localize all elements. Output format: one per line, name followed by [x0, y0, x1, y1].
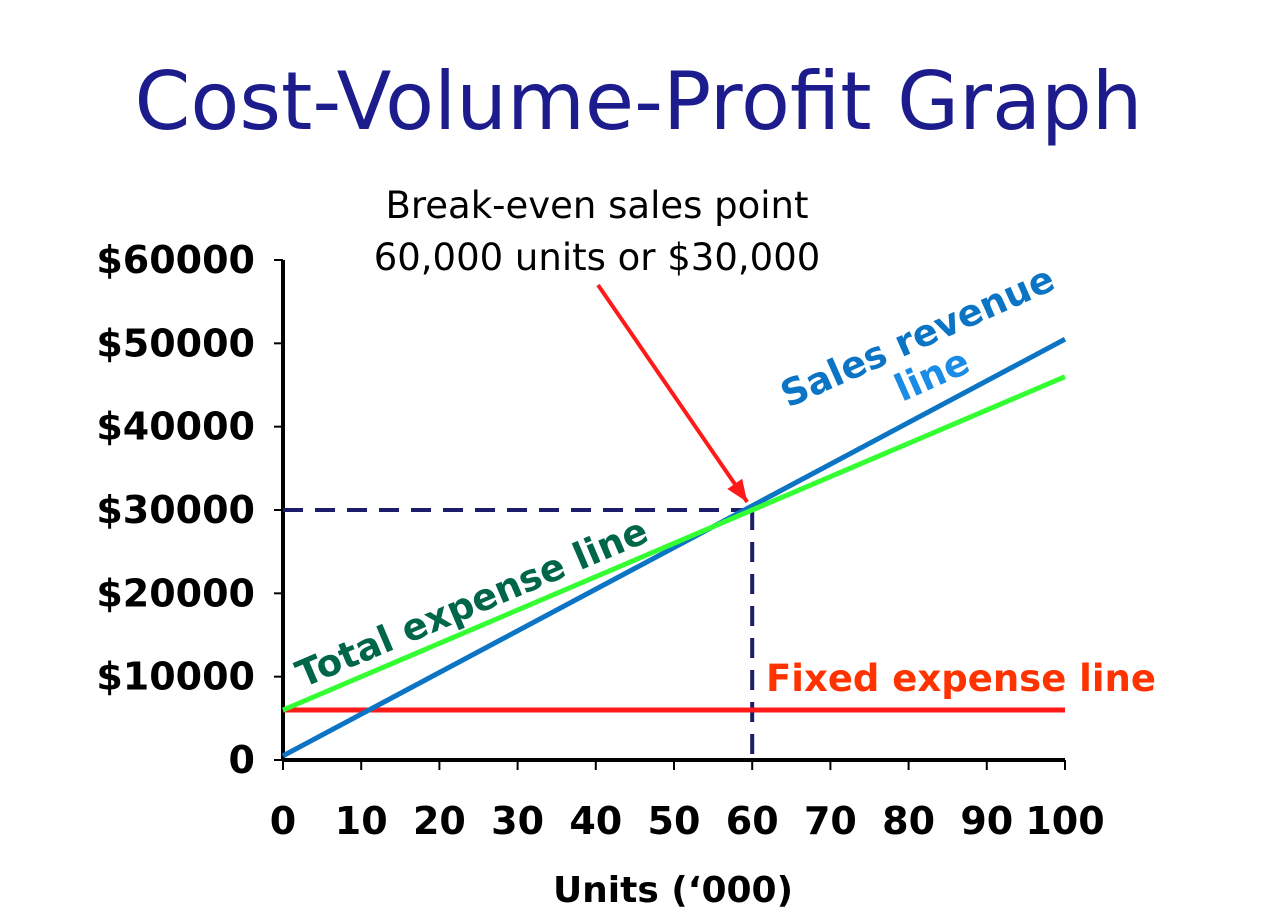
break-even-guides — [283, 508, 755, 760]
y-tick-label: $10000 — [96, 655, 255, 699]
y-tick-label: $30000 — [96, 488, 255, 532]
sales-revenue-line — [281, 336, 1067, 759]
x-tick-label: 10 — [335, 799, 388, 843]
total-expense-line — [282, 374, 1066, 713]
break-even-arrow-head — [727, 478, 748, 502]
break-even-arrow-shaft — [596, 283, 749, 504]
break-even-annotation: Break-even sales point 60,000 units or $3… — [374, 184, 821, 504]
x-tick-label: 40 — [569, 799, 622, 843]
y-tick-label: $60000 — [96, 238, 255, 282]
total-expense-label: Total expense line — [290, 509, 654, 696]
break-even-annotation-line2: 60,000 units or $30,000 — [374, 236, 821, 279]
y-tick-label: $20000 — [96, 571, 255, 615]
x-tick-label: 60 — [726, 799, 779, 843]
x-axis-title: Units (‘000) — [553, 870, 793, 911]
page-title: Cost-Volume-Profit Graph — [134, 55, 1143, 148]
y-tick-label: $40000 — [96, 405, 255, 449]
x-tick-label: 100 — [1025, 799, 1104, 843]
x-tick-label: 90 — [960, 799, 1013, 843]
axes: 0 $10000 $20000 $30000 $40000 $50000 $60000 0 10… — [96, 238, 1104, 911]
y-tick-label: $50000 — [96, 321, 255, 365]
x-tick-label: 30 — [491, 799, 544, 843]
x-tick-label: 50 — [648, 799, 701, 843]
x-tick-label: 0 — [270, 799, 296, 843]
series-lines — [281, 336, 1067, 759]
fixed-expense-label: Fixed expense line — [766, 657, 1156, 700]
break-even-annotation-line1: Break-even sales point — [385, 184, 808, 227]
x-tick-label: 80 — [882, 799, 935, 843]
y-tick-label: 0 — [229, 738, 255, 782]
x-tick-label: 70 — [804, 799, 857, 843]
x-tick-label: 20 — [413, 799, 466, 843]
